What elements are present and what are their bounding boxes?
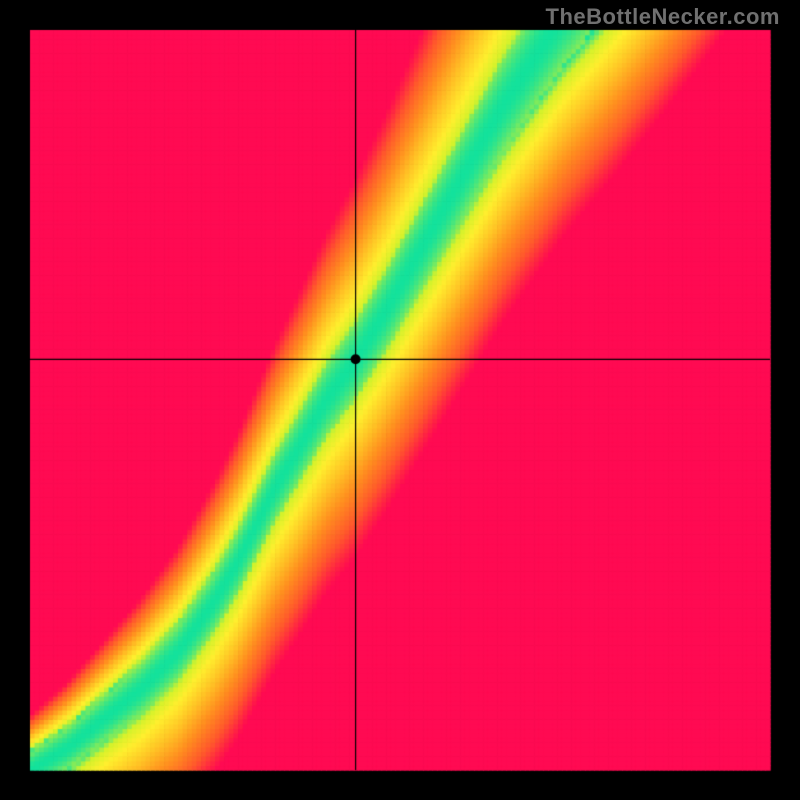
bottleneck-heatmap	[0, 0, 800, 800]
chart-container: TheBottleNecker.com	[0, 0, 800, 800]
watermark-text: TheBottleNecker.com	[546, 4, 780, 30]
